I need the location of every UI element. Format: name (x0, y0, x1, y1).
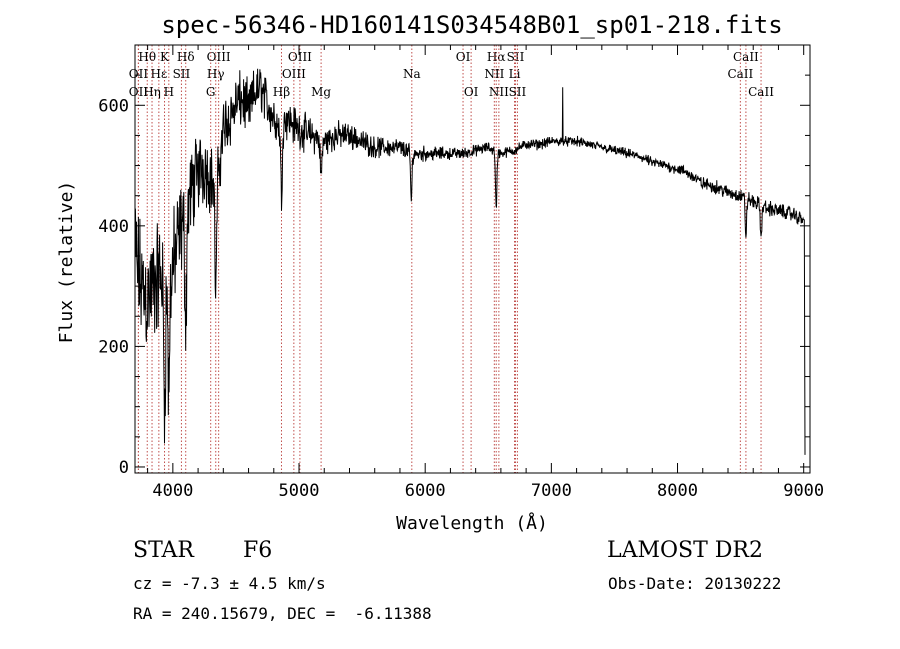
x-tick-label: 6000 (405, 481, 446, 501)
line-marker-label: CaII (733, 50, 759, 64)
line-marker-label: Hδ (177, 50, 195, 64)
chart-title: spec-56346-HD160141S034548B01_sp01-218.f… (161, 11, 782, 39)
line-marker-label: NII (489, 85, 509, 99)
line-marker-label: CaII (727, 67, 753, 81)
x-tick-label: 7000 (531, 481, 572, 501)
line-marker-label: NII (484, 67, 504, 81)
ra-dec-coordinates: RA = 240.15679, DEC = -6.11388 (133, 604, 432, 623)
y-tick-label: 600 (98, 96, 129, 116)
line-marker-label: Hθ (138, 50, 156, 64)
line-marker-label: OII (129, 85, 149, 99)
line-marker-label: Hα (487, 50, 506, 64)
line-marker-label: SII (509, 85, 527, 99)
survey-name: LAMOST DR2 (607, 538, 763, 563)
line-marker-label: OI (464, 85, 479, 99)
line-marker-label: OIII (207, 50, 231, 64)
plot-frame (134, 44, 811, 474)
line-marker-label: SII (507, 50, 525, 64)
line-marker-label: K (160, 50, 170, 64)
line-marker-label: H (164, 85, 174, 99)
y-tick-label: 0 (119, 458, 129, 478)
redshift-velocity: cz = -7.3 ± 4.5 km/s (133, 574, 326, 593)
x-tick-label: 4000 (152, 481, 193, 501)
line-marker-label: Na (403, 67, 421, 81)
x-tick-label: 5000 (279, 481, 320, 501)
spectrum (134, 68, 806, 455)
line-marker-label: OI (456, 50, 471, 64)
line-marker-label: OIII (288, 50, 312, 64)
line-marker-label: OIII (282, 67, 306, 81)
object-class: STAR (133, 538, 194, 563)
line-marker-label: Hε (151, 67, 168, 81)
x-axis-label: Wavelength (Å) (396, 512, 548, 534)
line-marker-label: Hη (143, 85, 161, 99)
y-tick-label: 200 (98, 337, 129, 357)
line-marker-label: Hγ (207, 67, 225, 81)
line-marker-label: Hβ (273, 85, 290, 99)
spectrum-line (134, 68, 806, 455)
x-tick-label: 9000 (783, 481, 824, 501)
observation-date: Obs-Date: 20130222 (608, 574, 782, 593)
line-marker-label: G (206, 85, 216, 99)
line-marker-label: SII (173, 67, 191, 81)
y-tick-label: 400 (98, 217, 129, 237)
x-tick-label: 8000 (657, 481, 698, 501)
spectral-subclass: F6 (243, 538, 273, 563)
line-marker-label: Mg (311, 85, 331, 99)
axes: 4000 5000 6000 7000 8000 9000 0 200 400 600 (98, 45, 824, 501)
line-marker-label: CaII (748, 85, 774, 99)
y-axis-label: Flux (relative) (56, 181, 77, 344)
line-marker-label: Li (509, 67, 521, 81)
